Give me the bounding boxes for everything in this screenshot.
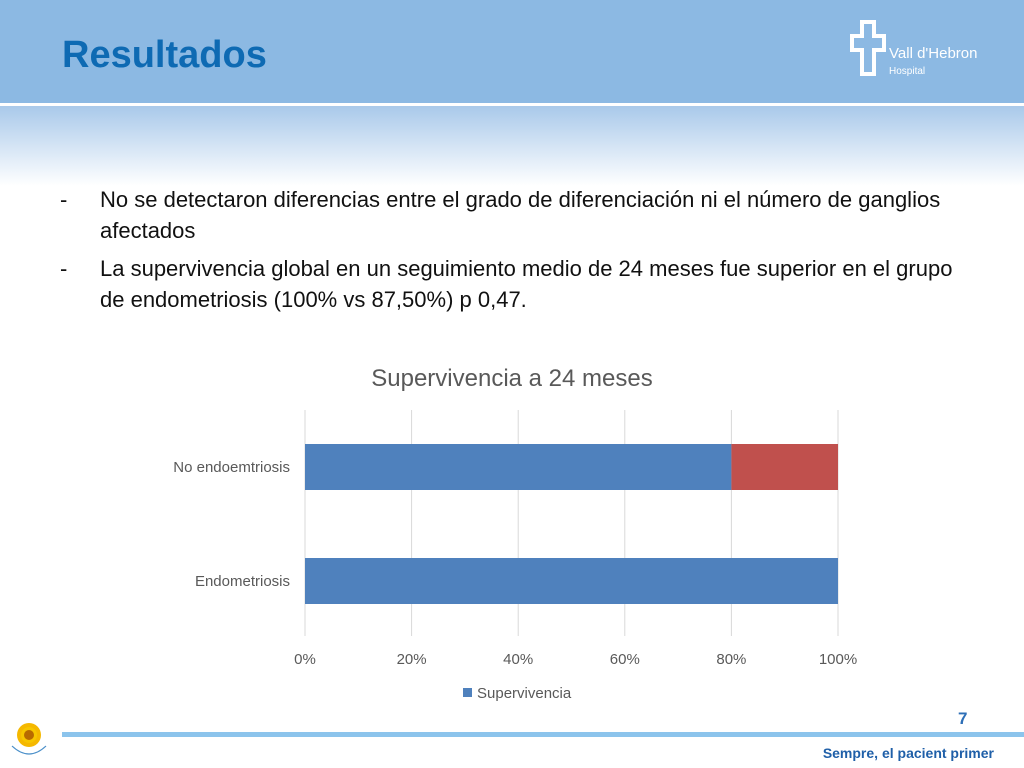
bullet-item: - No se detectaron diferencias entre el …: [60, 184, 980, 246]
header-divider: [0, 103, 1024, 106]
bar: [305, 444, 732, 490]
bullet-item: - La supervivencia global en un seguimie…: [60, 253, 980, 315]
y-category-label: No endoemtriosis: [173, 459, 290, 476]
legend-label: Supervivencia: [477, 685, 572, 702]
cross-logo-icon: [850, 20, 886, 76]
legend-swatch: [463, 688, 472, 697]
page-number: 7: [958, 709, 968, 728]
sunflower-icon: [11, 723, 47, 755]
bar: [305, 558, 838, 604]
hospital-logo: Vall d'Hebron Hospital: [850, 18, 990, 80]
bullet-text: La supervivencia global en un seguimient…: [100, 256, 953, 312]
y-category-label: Endometriosis: [195, 573, 290, 590]
x-tick-label: 60%: [610, 651, 640, 668]
footer-divider: [62, 732, 1024, 737]
x-tick-label: 20%: [397, 651, 427, 668]
logo-name: Vall d'Hebron: [889, 45, 978, 62]
bullet-text: No se detectaron diferencias entre el gr…: [100, 187, 941, 243]
bar: [731, 444, 838, 490]
x-tick-label: 80%: [716, 651, 746, 668]
footer-tagline: Sempre, el pacient primer: [822, 745, 994, 761]
header-gradient: [0, 106, 1024, 186]
chart-title: Supervivencia a 24 meses: [371, 365, 653, 392]
slide-title: Resultados: [62, 34, 267, 76]
bullet-marker: -: [60, 187, 68, 212]
bullet-list: - No se detectaron diferencias entre el …: [60, 184, 980, 322]
x-tick-label: 100%: [819, 651, 857, 668]
x-tick-label: 40%: [503, 651, 533, 668]
bullet-marker: -: [60, 256, 68, 281]
logo-subtitle: Hospital: [889, 66, 926, 77]
x-tick-label: 0%: [294, 651, 316, 668]
